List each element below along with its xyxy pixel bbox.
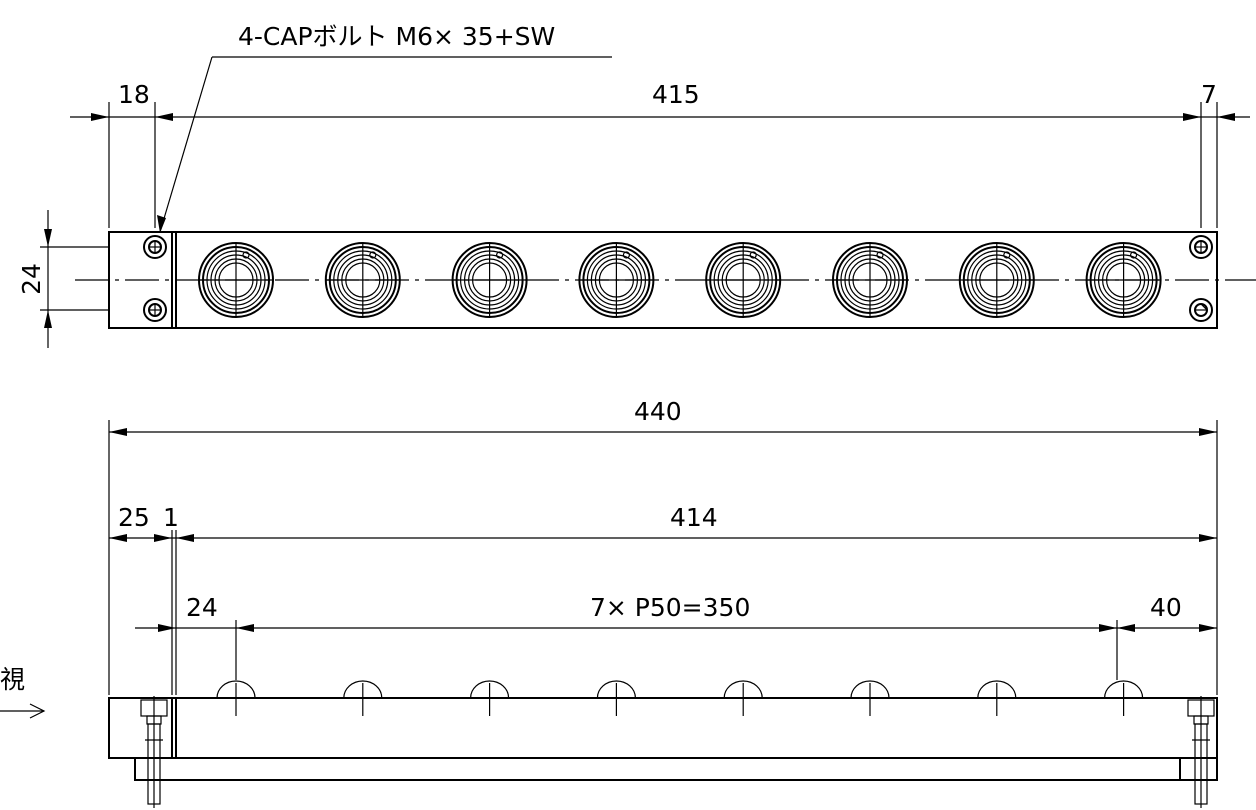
- port-fitting-icon: [1085, 242, 1162, 318]
- cap-bolt-icon: [143, 235, 167, 259]
- port-dome-icon: [850, 680, 890, 716]
- dim-first-24: 24: [186, 593, 218, 622]
- callout-text: 4-CAPボルト M6× 35+SW: [238, 22, 555, 51]
- dim-left-18: 18: [118, 80, 150, 109]
- dim-body-414: 414: [670, 503, 718, 532]
- port-fitting-icon: [705, 242, 782, 318]
- front-view-base-plate: [134, 757, 1181, 781]
- top-view-dimensions: 18 415 7 24: [17, 80, 1250, 348]
- port-fitting-icon: [324, 242, 401, 318]
- front-view-body: [108, 697, 1218, 759]
- front-view: [108, 680, 1218, 808]
- port-fitting-icon: [832, 242, 908, 318]
- top-view: [75, 231, 1256, 329]
- dim-25: 25: [118, 503, 150, 532]
- port-dome-icon: [216, 680, 256, 716]
- dim-415: 415: [652, 80, 700, 109]
- port-dome-icon: [723, 680, 763, 716]
- cap-bolt-icon: [143, 298, 167, 322]
- top-view-ports: [198, 242, 1162, 318]
- port-dome-icon: [343, 680, 383, 716]
- port-fitting-icon: [451, 242, 528, 318]
- dim-height-24: 24: [17, 263, 46, 295]
- port-dome-icon: [977, 680, 1017, 716]
- dim-right-7: 7: [1201, 80, 1217, 109]
- port-fitting-icon: [198, 242, 274, 318]
- port-dome-icon: [1104, 680, 1144, 716]
- front-view-ports: [216, 680, 1144, 716]
- dim-pitch: 7× P50=350: [590, 593, 750, 622]
- cap-bolt-side-icon: [1187, 696, 1215, 808]
- dim-1: 1: [163, 503, 179, 532]
- dim-total-440: 440: [634, 397, 682, 426]
- port-fitting-icon: [578, 242, 655, 318]
- front-view-dimensions: 440 25 1 414 24 7× P50=350 40 視: [0, 397, 1218, 719]
- port-dome-icon: [596, 680, 636, 716]
- cap-bolt-icon: [1189, 235, 1213, 259]
- port-fitting-icon: [958, 242, 1035, 318]
- cap-bolt-icon: [1189, 298, 1213, 322]
- cap-bolt-side-icon: [140, 696, 168, 808]
- dim-last-40: 40: [1150, 593, 1182, 622]
- view-label: 視: [0, 665, 25, 694]
- bolt-callout: 4-CAPボルト M6× 35+SW: [157, 22, 612, 233]
- port-dome-icon: [470, 680, 510, 716]
